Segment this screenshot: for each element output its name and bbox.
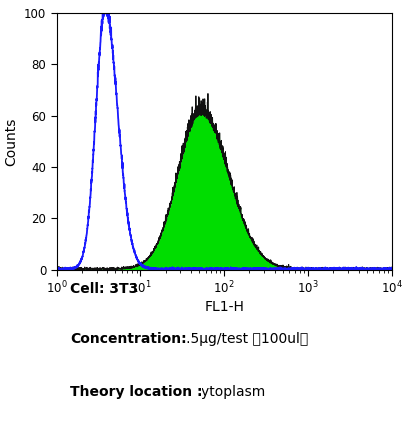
Text: Theory location :: Theory location :	[70, 385, 202, 399]
Text: Concentration:: Concentration:	[70, 332, 187, 346]
Text: Cell: 3T3: Cell: 3T3	[70, 282, 138, 296]
Y-axis label: Counts: Counts	[4, 117, 18, 165]
Text: Concentration:: Concentration:	[70, 332, 187, 346]
Text: Theory location : Cytoplasm: Theory location : Cytoplasm	[70, 385, 265, 399]
Text: Concentration:: Concentration:	[70, 332, 187, 346]
Text: Theory location :: Theory location :	[70, 385, 202, 399]
Text: Concentration: 0.5μg/test （100ul）: Concentration: 0.5μg/test （100ul）	[70, 332, 308, 346]
X-axis label: FL1-H: FL1-H	[204, 299, 244, 313]
Text: Concentration: 0.5μg/test （100ul）: Concentration: 0.5μg/test （100ul）	[70, 332, 308, 346]
